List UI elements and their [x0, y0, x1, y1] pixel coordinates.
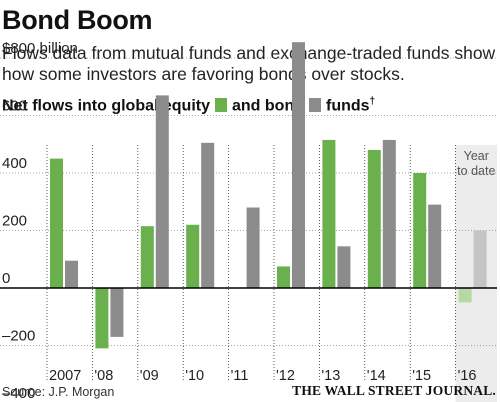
- y-tick-label: –400: [2, 385, 35, 402]
- bar-bond-'15: [428, 204, 442, 288]
- y-tick-label: 600: [2, 98, 27, 115]
- x-tick-label: '15: [412, 368, 431, 384]
- x-tick-label: '08: [94, 368, 113, 384]
- x-tick-label: '14: [367, 368, 386, 384]
- source-note: Source: J.P. Morgan: [2, 385, 115, 399]
- bar-bond-'08: [110, 288, 124, 337]
- bar-equity-'08: [95, 288, 109, 349]
- bar-bond-'10: [201, 142, 215, 288]
- bar-bond-'11: [246, 207, 260, 288]
- x-tick-label: '11: [231, 368, 249, 384]
- x-tick-label: '16: [458, 368, 477, 384]
- bar-equity-'12: [277, 266, 290, 288]
- legend-suffix: funds: [325, 97, 370, 115]
- bar-bond-2007: [65, 260, 78, 288]
- bar-bond-'12: [292, 42, 305, 288]
- x-tick-label: '09: [140, 368, 159, 384]
- ytd-label-line2: to date: [457, 164, 495, 178]
- bar-equity-'09: [140, 226, 154, 288]
- x-tick-label: '12: [276, 368, 295, 384]
- bar-equity-2007: [50, 158, 63, 288]
- bar-bond-'09: [155, 95, 169, 288]
- bar-equity-'14: [367, 150, 381, 288]
- y-tick-label: –200: [2, 328, 35, 345]
- bar-equity-'16: [458, 288, 472, 303]
- bar-equity-'15: [413, 173, 427, 288]
- y-tick-label: 0: [2, 270, 10, 287]
- x-tick-label: 2007: [49, 368, 81, 384]
- legend-dagger: †: [369, 96, 376, 107]
- x-tick-label: '13: [321, 368, 340, 384]
- ytd-label-line1: Year: [464, 149, 489, 163]
- y-tick-label: $800 billion: [2, 40, 78, 57]
- bar-bond-'13: [337, 246, 351, 288]
- legend-mid: and bond: [232, 97, 304, 115]
- bar-bond-'16: [473, 230, 487, 288]
- legend-equity-swatch: [215, 98, 227, 113]
- bar-equity-'10: [186, 224, 200, 288]
- publisher-logo: THE WALL STREET JOURNAL.: [292, 383, 496, 398]
- x-tick-label: '10: [185, 368, 204, 384]
- bar-equity-'13: [322, 139, 336, 288]
- legend-bond-swatch: [308, 98, 321, 113]
- chart-title: Bond Boom: [2, 5, 153, 35]
- y-tick-label: 200: [2, 213, 27, 230]
- y-tick-label: 400: [2, 155, 27, 172]
- bar-bond-'14: [382, 139, 396, 288]
